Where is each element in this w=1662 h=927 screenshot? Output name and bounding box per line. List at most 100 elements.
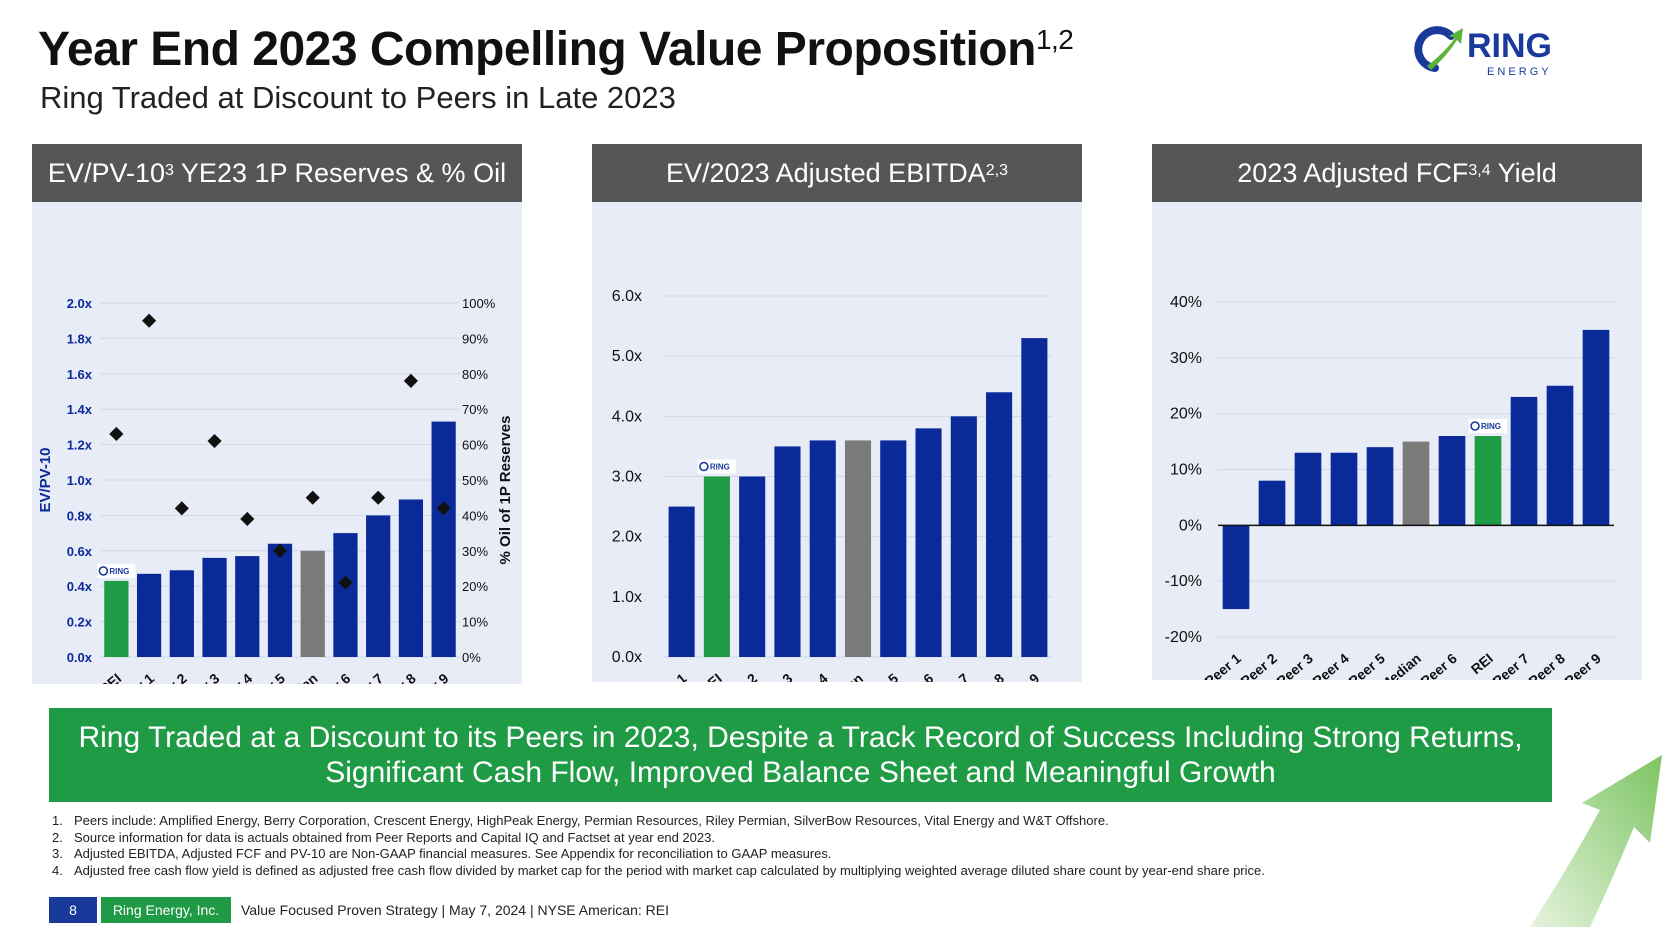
bar: [1330, 452, 1358, 526]
footnote-text: Source information for data is actuals o…: [74, 829, 715, 845]
y-tick-label: 1.0x: [67, 473, 93, 488]
footnote-text: Peers include: Amplified Energy, Berry C…: [74, 813, 1109, 828]
y-tick-label: 0.0x: [612, 649, 642, 666]
footnote-number: 3.: [52, 846, 63, 861]
bar: [774, 446, 801, 657]
x-tick-label: REI: [697, 670, 725, 682]
x-tick-label: Peer 5: [859, 670, 902, 682]
bar: [235, 556, 260, 657]
x-tick-label: Peer 2: [1237, 650, 1280, 680]
bar: [1258, 480, 1286, 526]
bar: [366, 515, 391, 657]
summary-banner-line1: Ring Traded at a Discount to its Peers i…: [78, 721, 1523, 754]
bar: [703, 476, 730, 657]
footer-company: Ring Energy, Inc.: [101, 897, 231, 923]
panel-ev-ebitda: EV/2023 Adjusted EBITDA 2,3 0.0x 1.0x 2.0x 3…: [592, 144, 1082, 682]
footnote-text: Adjusted free cash flow yield is defined…: [74, 862, 1265, 878]
y2-tick-label: 40%: [462, 508, 488, 523]
y-tick-label: 0.2x: [67, 615, 93, 630]
ring-mini-logo-icon: RING: [97, 563, 136, 578]
bar: [1582, 329, 1610, 526]
oil-pct-marker: [109, 426, 124, 442]
bar: [398, 499, 424, 657]
y-tick-label: 1.6x: [67, 367, 93, 382]
svg-text:RING: RING: [1481, 422, 1501, 431]
footnote-number: 2.: [52, 829, 63, 845]
oil-pct-marker: [240, 511, 255, 527]
bar: [1366, 447, 1394, 526]
svg-text:RING: RING: [109, 567, 129, 576]
bar: [1402, 441, 1430, 526]
footnote-number: 1.: [52, 813, 63, 828]
y2-tick-label: 0%: [462, 650, 481, 665]
x-tick-label: Peer 9: [1000, 670, 1043, 682]
bar: [915, 428, 942, 657]
bar: [986, 392, 1013, 657]
y-tick-label: -10%: [1165, 573, 1202, 590]
y2-tick-label: 60%: [462, 438, 488, 453]
y-tick-label: 1.2x: [67, 438, 93, 453]
panel-title-sup: 3: [165, 162, 174, 179]
y-tick-label: 2.0x: [67, 296, 93, 311]
footer: 8 Ring Energy, Inc. Value Focused Proven…: [49, 897, 669, 923]
footnote: 1. Peers include: Amplified Energy, Berry…: [52, 813, 1265, 830]
y2-tick-label: 10%: [462, 615, 488, 630]
y-tick-label: 3.0x: [612, 469, 642, 486]
panel-fcf-yield: 2023 Adjusted FCF 3,4 Yield -20% -10% 0% 10%…: [1152, 144, 1642, 680]
x-tick-label: Peer 9: [1561, 650, 1604, 680]
x-tick-label: Peer 2: [718, 670, 761, 682]
y-tick-label: 1.0x: [612, 589, 642, 606]
y-tick-label: 5.0x: [612, 348, 642, 365]
footer-text: Value Focused Proven Strategy | May 7, 2…: [241, 902, 669, 918]
bar: [1294, 452, 1322, 526]
panel-title-sup: 3,4: [1468, 162, 1491, 179]
footnote: 3. Adjusted EBITDA, Adjusted FCF and PV-1…: [52, 846, 1265, 863]
oil-pct-marker: [142, 313, 157, 328]
footnote: 4. Adjusted free cash flow yield is defin…: [52, 863, 1265, 880]
y-tick-label: 0.6x: [67, 544, 93, 559]
bar: [739, 476, 766, 657]
x-tick-label: Peer 8: [965, 670, 1008, 682]
bar: [844, 440, 872, 657]
y2-tick-label: 100%: [462, 296, 496, 311]
y-tick-label: -20%: [1165, 629, 1202, 646]
bar: [1222, 525, 1250, 610]
y-tick-label: 1.8x: [67, 331, 93, 346]
y2-tick-label: 90%: [462, 331, 488, 346]
x-tick-label: Peer 6: [1417, 650, 1460, 680]
y2-axis-title: % Oil of 1P Reserves: [497, 416, 514, 565]
logo-arrow: [1427, 28, 1463, 70]
page-subtitle: Ring Traded at Discount to Peers in Late…: [40, 80, 676, 115]
y-tick-label: 0.4x: [67, 579, 93, 594]
x-tick-label: Peer 1: [1201, 650, 1244, 680]
bar: [1510, 396, 1538, 526]
bar: [668, 506, 695, 657]
bar: [267, 543, 293, 657]
y-tick-label: 1.4x: [67, 402, 93, 417]
x-tick-label: Peer 1: [647, 670, 690, 682]
x-tick-label: REI: [1468, 650, 1496, 677]
y2-tick-label: 30%: [462, 544, 488, 559]
footnote-number: 4.: [52, 862, 63, 878]
oil-pct-marker: [371, 490, 386, 505]
y2-tick-label: 20%: [462, 579, 488, 594]
y-tick-label: 40%: [1170, 294, 1202, 311]
panel-title-rest: Yield: [1490, 157, 1557, 188]
bar: [1021, 338, 1048, 657]
bar: [202, 557, 227, 657]
page-title-superscript: 1,2: [1035, 24, 1074, 55]
panel-ev-pv10-header: EV/PV-10 3 YE23 1P Reserves & % Oil: [32, 144, 522, 202]
page-title: Year End 2023 Compelling Value Propositi…: [38, 22, 1074, 77]
y-tick-label: 20%: [1170, 406, 1202, 423]
chart-ev-ebitda: 0.0x 1.0x 2.0x 3.0x 4.0x 5.0x 6.0x Peer 1 RING RE…: [612, 288, 1052, 682]
x-tick-label: Peer 7: [1489, 650, 1532, 680]
bar: [300, 550, 325, 657]
logo-word: RING: [1467, 27, 1552, 65]
y-tick-label: 10%: [1170, 462, 1202, 479]
summary-banner-line2: Significant Cash Flow, Improved Balance …: [325, 756, 1276, 789]
decorative-arrow-icon: [1530, 755, 1662, 927]
oil-pct-marker: [174, 501, 189, 516]
x-tick-label: Peer 4: [1309, 650, 1352, 680]
bar: [431, 421, 456, 657]
bar: [809, 440, 836, 657]
